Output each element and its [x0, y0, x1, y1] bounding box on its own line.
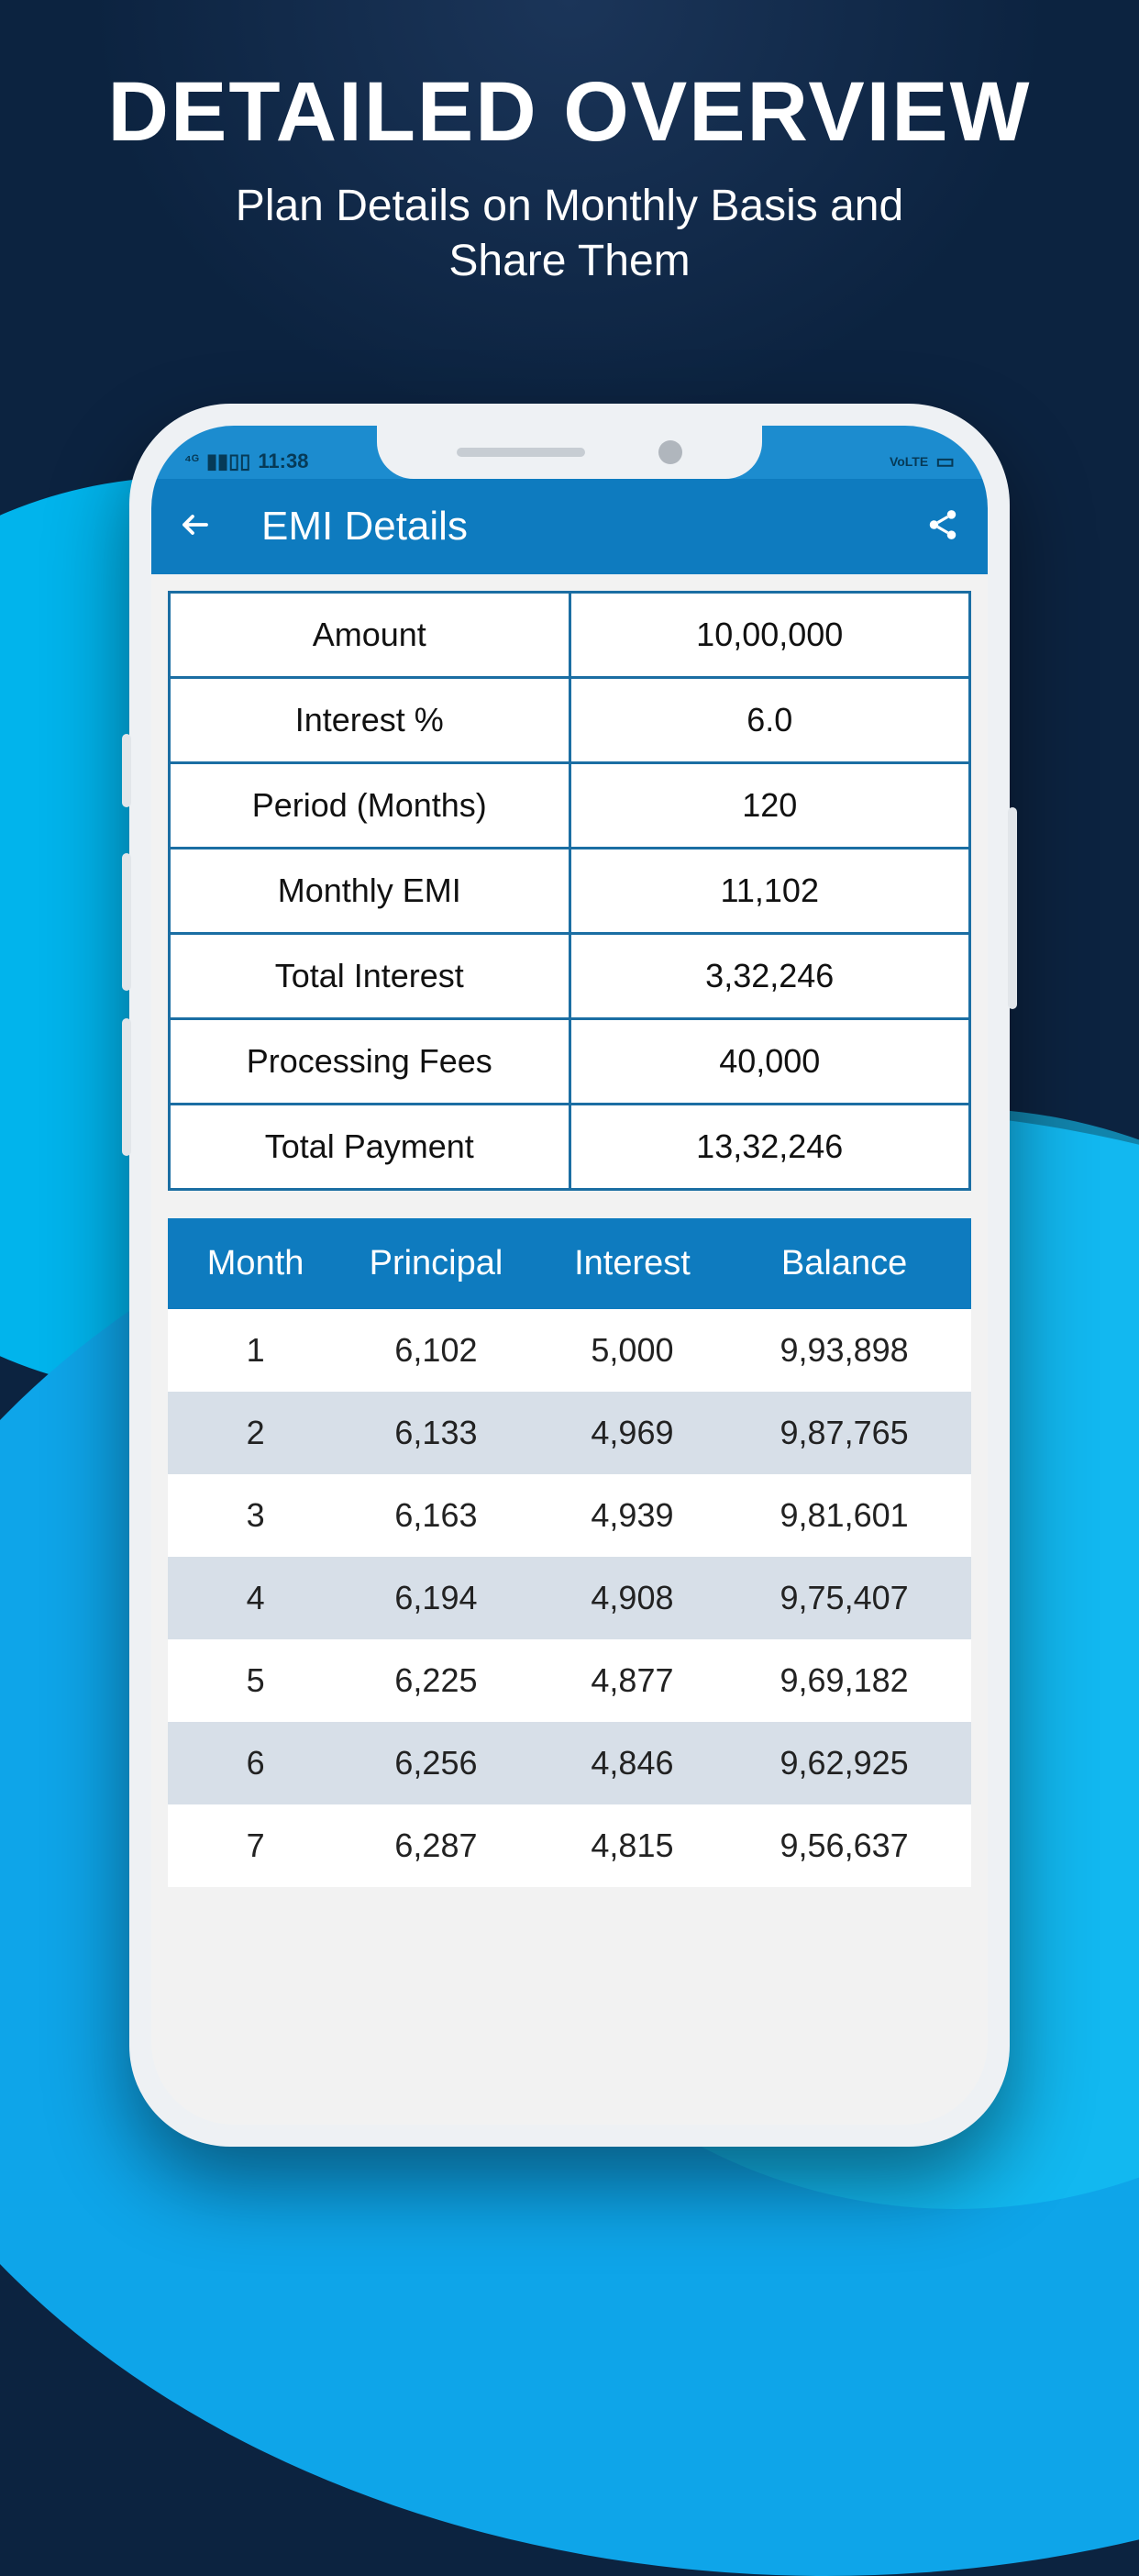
- col-header-principal: Principal: [334, 1244, 538, 1283]
- phone-volume-button: [122, 1018, 131, 1156]
- cell-month: 6: [177, 1744, 334, 1782]
- phone-side-button: [122, 734, 131, 807]
- summary-value: 6.0: [571, 679, 969, 761]
- share-icon: [925, 507, 960, 542]
- phone-power-button: [1008, 807, 1017, 1009]
- battery-icon: ▭: [935, 450, 955, 473]
- summary-label: Amount: [171, 594, 571, 676]
- signal-icon: ▮▮▯▯: [206, 450, 250, 473]
- cell-interest: 4,969: [538, 1414, 726, 1452]
- volte-label: VoLTE: [890, 454, 928, 469]
- network-icon: ⁴ᴳ: [184, 453, 199, 470]
- cell-month: 3: [177, 1496, 334, 1535]
- cell-month: 2: [177, 1414, 334, 1452]
- cell-balance: 9,81,601: [726, 1496, 962, 1535]
- cell-principal: 6,287: [334, 1827, 538, 1865]
- cell-interest: 4,877: [538, 1661, 726, 1700]
- page-title: EMI Details: [261, 504, 468, 550]
- schedule-row: 16,1025,0009,93,898: [168, 1309, 971, 1392]
- cell-principal: 6,256: [334, 1744, 538, 1782]
- cell-balance: 9,93,898: [726, 1331, 962, 1370]
- cell-interest: 4,815: [538, 1827, 726, 1865]
- summary-value: 10,00,000: [571, 594, 969, 676]
- share-button[interactable]: [914, 507, 960, 547]
- hero-title: DETAILED OVERVIEW: [0, 64, 1139, 161]
- summary-value: 40,000: [571, 1020, 969, 1103]
- hero-subtitle-line: Plan Details on Monthly Basis and: [0, 179, 1139, 234]
- cell-interest: 5,000: [538, 1331, 726, 1370]
- cell-balance: 9,62,925: [726, 1744, 962, 1782]
- cell-principal: 6,102: [334, 1331, 538, 1370]
- summary-label: Total Payment: [171, 1105, 571, 1188]
- cell-balance: 9,56,637: [726, 1827, 962, 1865]
- summary-value: 11,102: [571, 849, 969, 932]
- col-header-interest: Interest: [538, 1244, 726, 1283]
- schedule-row: 56,2254,8779,69,182: [168, 1639, 971, 1722]
- summary-label: Total Interest: [171, 935, 571, 1017]
- cell-principal: 6,225: [334, 1661, 538, 1700]
- phone-screen: ⁴ᴳ ▮▮▯▯ 11:38 VoLTE ▭ EMI Details Amount…: [151, 426, 988, 2125]
- cell-interest: 4,939: [538, 1496, 726, 1535]
- phone-notch: [377, 426, 762, 479]
- summary-label: Processing Fees: [171, 1020, 571, 1103]
- phone-volume-button: [122, 853, 131, 991]
- summary-table: Amount10,00,000 Interest %6.0 Period (Mo…: [168, 591, 971, 1191]
- back-button[interactable]: [179, 508, 234, 546]
- cell-principal: 6,133: [334, 1414, 538, 1452]
- phone-camera: [658, 440, 682, 464]
- summary-value: 13,32,246: [571, 1105, 969, 1188]
- hero-subtitle-line: Share Them: [0, 234, 1139, 289]
- col-header-month: Month: [177, 1244, 334, 1283]
- phone-speaker: [457, 448, 585, 457]
- cell-interest: 4,908: [538, 1579, 726, 1617]
- cell-principal: 6,163: [334, 1496, 538, 1535]
- cell-balance: 9,75,407: [726, 1579, 962, 1617]
- summary-label: Monthly EMI: [171, 849, 571, 932]
- phone-frame: ⁴ᴳ ▮▮▯▯ 11:38 VoLTE ▭ EMI Details Amount…: [129, 404, 1010, 2147]
- status-time: 11:38: [258, 450, 308, 473]
- schedule-row: 46,1944,9089,75,407: [168, 1557, 971, 1639]
- cell-balance: 9,69,182: [726, 1661, 962, 1700]
- schedule-row: 76,2874,8159,56,637: [168, 1804, 971, 1887]
- summary-label: Period (Months): [171, 764, 571, 847]
- schedule-header: Month Principal Interest Balance: [168, 1218, 971, 1309]
- summary-value: 3,32,246: [571, 935, 969, 1017]
- app-bar: EMI Details: [151, 479, 988, 574]
- cell-interest: 4,846: [538, 1744, 726, 1782]
- cell-month: 7: [177, 1827, 334, 1865]
- schedule-row: 66,2564,8469,62,925: [168, 1722, 971, 1804]
- schedule-row: 26,1334,9699,87,765: [168, 1392, 971, 1474]
- schedule-table: Month Principal Interest Balance 16,1025…: [168, 1218, 971, 1887]
- cell-month: 1: [177, 1331, 334, 1370]
- schedule-row: 36,1634,9399,81,601: [168, 1474, 971, 1557]
- summary-label: Interest %: [171, 679, 571, 761]
- arrow-left-icon: [179, 508, 212, 541]
- summary-value: 120: [571, 764, 969, 847]
- col-header-balance: Balance: [726, 1244, 962, 1283]
- cell-month: 5: [177, 1661, 334, 1700]
- cell-principal: 6,194: [334, 1579, 538, 1617]
- cell-month: 4: [177, 1579, 334, 1617]
- cell-balance: 9,87,765: [726, 1414, 962, 1452]
